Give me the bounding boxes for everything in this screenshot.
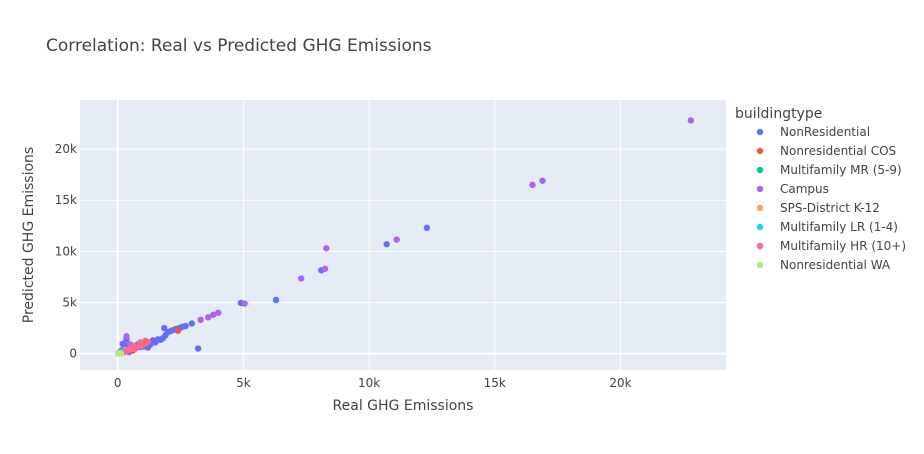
x-tick-label: 10k xyxy=(358,376,380,390)
legend-marker xyxy=(756,147,764,155)
legend-marker xyxy=(756,223,764,231)
data-point[interactable] xyxy=(117,350,125,357)
y-tick-label: 5k xyxy=(62,296,77,310)
data-point[interactable] xyxy=(182,322,189,330)
x-tick-label: 5k xyxy=(236,376,251,390)
legend-marker xyxy=(756,204,764,212)
data-point[interactable] xyxy=(539,177,546,184)
series-group xyxy=(115,349,125,357)
data-point[interactable] xyxy=(687,117,695,124)
y-tick-label: 15k xyxy=(55,193,77,207)
legend-item[interactable]: Multifamily MR (5-9) xyxy=(756,163,902,177)
data-point[interactable] xyxy=(323,245,330,252)
chart-title: Correlation: Real vs Predicted GHG Emiss… xyxy=(46,36,432,56)
legend-title: buildingtype xyxy=(735,106,822,122)
x-tick-label: 20k xyxy=(609,376,631,390)
data-point[interactable] xyxy=(215,309,222,316)
x-tick-labels: 0 5k 10k 15k 20k xyxy=(114,376,632,390)
legend-label: Multifamily MR (5-9) xyxy=(780,163,902,177)
legend-marker xyxy=(756,261,764,269)
data-point[interactable] xyxy=(161,324,168,332)
data-point[interactable] xyxy=(423,224,431,232)
legend-item[interactable]: Nonresidential COS xyxy=(756,144,896,158)
legend-marker xyxy=(756,185,764,193)
data-point[interactable] xyxy=(272,296,280,304)
data-point[interactable] xyxy=(174,327,182,334)
legend[interactable]: buildingtype NonResidential Nonresidentia… xyxy=(735,106,906,272)
y-tick-label: 20k xyxy=(55,142,77,156)
legend-item[interactable]: Multifamily HR (10+) xyxy=(756,239,906,253)
grid-lines xyxy=(80,100,726,370)
x-axis-title: Real GHG Emissions xyxy=(333,398,474,414)
data-point[interactable] xyxy=(188,320,196,327)
data-point[interactable] xyxy=(297,275,305,282)
legend-label: NonResidential xyxy=(780,125,870,139)
legend-marker xyxy=(756,128,764,136)
y-tick-labels: 0 5k 10k 15k 20k xyxy=(55,142,77,361)
data-point[interactable] xyxy=(142,337,149,345)
data-points xyxy=(115,117,695,357)
data-point[interactable] xyxy=(194,345,202,352)
data-point[interactable] xyxy=(393,236,400,243)
data-point[interactable] xyxy=(529,181,536,189)
x-tick-label: 0 xyxy=(114,376,122,390)
legend-item[interactable]: NonResidential xyxy=(756,125,870,139)
legend-items[interactable]: NonResidential Nonresidential COS Multifam… xyxy=(756,125,906,272)
legend-label: Multifamily LR (1-4) xyxy=(780,220,898,234)
data-point[interactable] xyxy=(241,300,248,307)
y-axis-title: Predicted GHG Emissions xyxy=(21,147,37,323)
data-point[interactable] xyxy=(129,342,136,350)
legend-label: Multifamily HR (10+) xyxy=(780,239,906,253)
legend-item[interactable]: Nonresidential WA xyxy=(756,258,891,272)
legend-item[interactable]: Multifamily LR (1-4) xyxy=(756,220,898,234)
data-point[interactable] xyxy=(383,241,390,248)
data-point[interactable] xyxy=(321,265,329,272)
data-point[interactable] xyxy=(197,316,204,324)
data-point[interactable] xyxy=(137,339,144,346)
x-tick-label: 15k xyxy=(484,376,506,390)
data-point[interactable] xyxy=(123,333,130,340)
data-point[interactable] xyxy=(210,311,217,318)
legend-item[interactable]: Campus xyxy=(756,182,829,196)
legend-label: Nonresidential COS xyxy=(780,144,896,158)
legend-label: SPS-District K-12 xyxy=(780,201,880,215)
legend-label: Nonresidential WA xyxy=(780,258,891,272)
legend-item[interactable]: SPS-District K-12 xyxy=(756,201,880,215)
legend-label: Campus xyxy=(780,182,829,196)
legend-marker xyxy=(756,166,764,174)
data-point[interactable] xyxy=(204,314,212,321)
y-tick-label: 10k xyxy=(55,244,77,258)
legend-marker xyxy=(756,242,764,250)
y-tick-label: 0 xyxy=(69,347,77,361)
